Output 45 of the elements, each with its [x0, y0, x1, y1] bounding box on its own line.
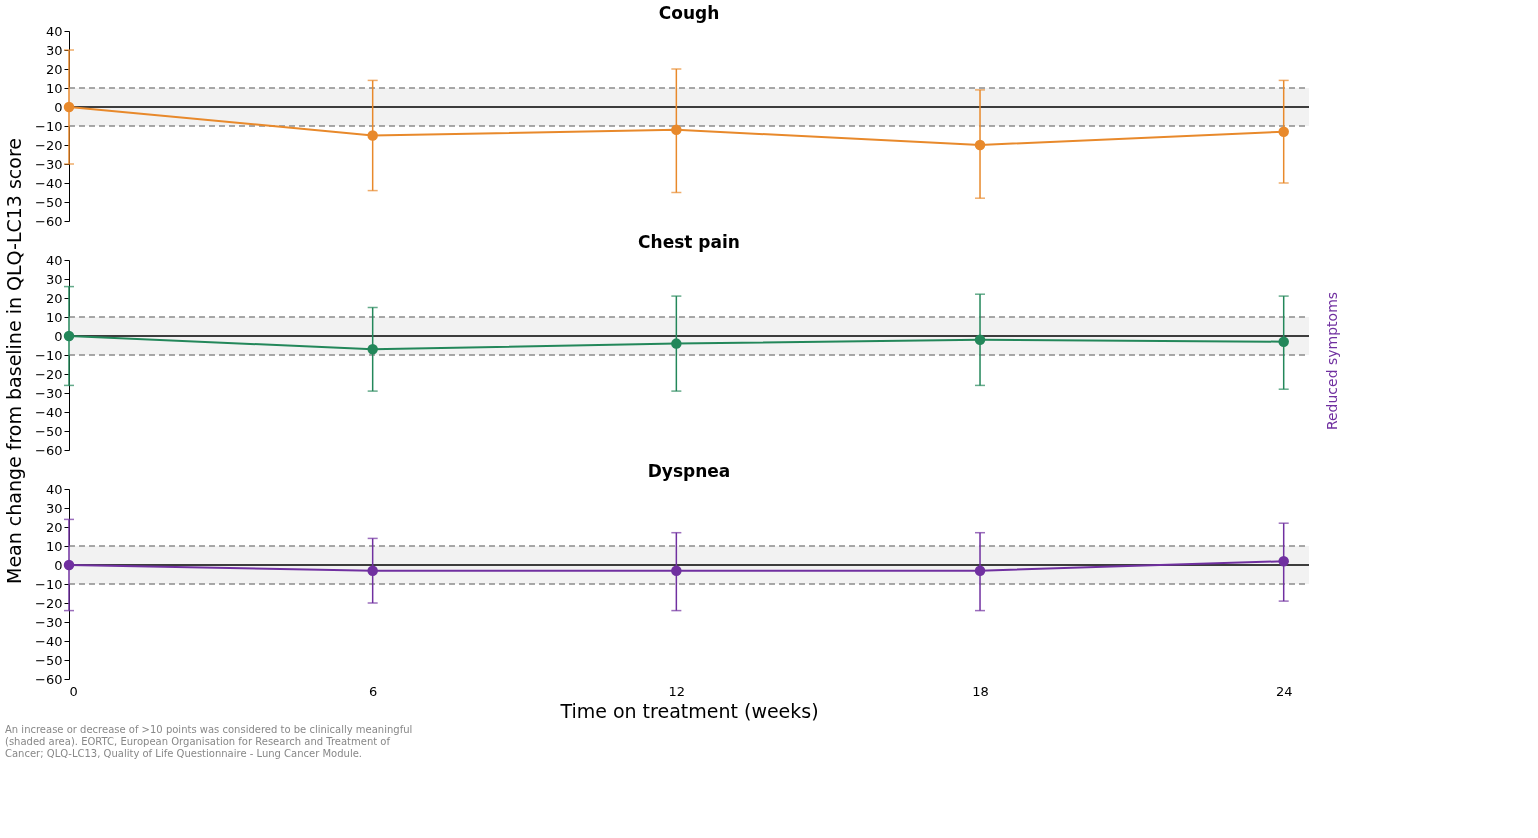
y-tick-label: 10	[45, 538, 63, 554]
y-tick-label: 40	[45, 481, 63, 497]
y-tick-label: −20	[35, 595, 63, 611]
y-tick-label: −60	[35, 671, 63, 687]
y-tick-label: 30	[45, 42, 63, 58]
y-tick-label: 0	[54, 557, 63, 573]
text: Reduced symptoms	[1324, 291, 1340, 431]
text: An increase or decrease of >10 points was considered to be clinically meaningful (shaded area). EORTC, European Organisation for Research and Treatment of Cancer; QLQ-LC13, Quality of Life Questionnaire - Lung Cancer Module.	[5, 724, 413, 759]
y-tick-label: −10	[35, 118, 63, 134]
y-tick-label: 20	[45, 290, 63, 306]
y-tick-label: −50	[35, 194, 63, 210]
y-tick-label: −10	[35, 576, 63, 592]
x-tick-label: 18	[972, 683, 989, 699]
y-tick-label: −60	[35, 213, 63, 229]
y-tick-label: −20	[35, 137, 63, 153]
y-tick-label: −30	[35, 614, 63, 630]
y-tick-label: 30	[45, 500, 63, 516]
x-tick-label: 24	[1275, 683, 1293, 699]
y-tick-label: −30	[35, 385, 63, 401]
y-tick-label: −60	[35, 442, 63, 458]
x-tick-label: 6	[369, 683, 378, 699]
y-axis-title: Mean change from baseline in QLQ-LC13 score	[3, 137, 25, 585]
y-tick-label: −10	[35, 347, 63, 363]
x-tick-label: 0	[69, 683, 78, 699]
chart-title: Chest pain	[638, 232, 740, 252]
y-tick-label: 20	[45, 519, 63, 535]
chart-title: Dyspnea	[647, 461, 731, 481]
y-tick-label: 10	[45, 309, 63, 325]
y-tick-label: 10	[45, 80, 63, 96]
y-tick-label: 40	[45, 23, 63, 39]
y-tick-label: 0	[54, 99, 63, 115]
y-tick-label: −40	[35, 633, 63, 649]
x-axis-title: Time on treatment (weeks)	[559, 699, 819, 722]
x-tick-label: 12	[668, 683, 686, 699]
y-tick-label: −40	[35, 404, 63, 420]
y-tick-label: 30	[45, 271, 63, 287]
y-tick-label: 40	[45, 252, 63, 268]
y-tick-label: −30	[35, 156, 63, 172]
y-tick-label: −40	[35, 175, 63, 191]
y-tick-label: 20	[45, 61, 63, 77]
y-tick-label: −20	[35, 366, 63, 382]
chart-title: Cough	[658, 3, 720, 23]
y-tick-label: −50	[35, 423, 63, 439]
y-tick-label: 0	[54, 328, 63, 344]
y-tick-label: −50	[35, 652, 63, 668]
